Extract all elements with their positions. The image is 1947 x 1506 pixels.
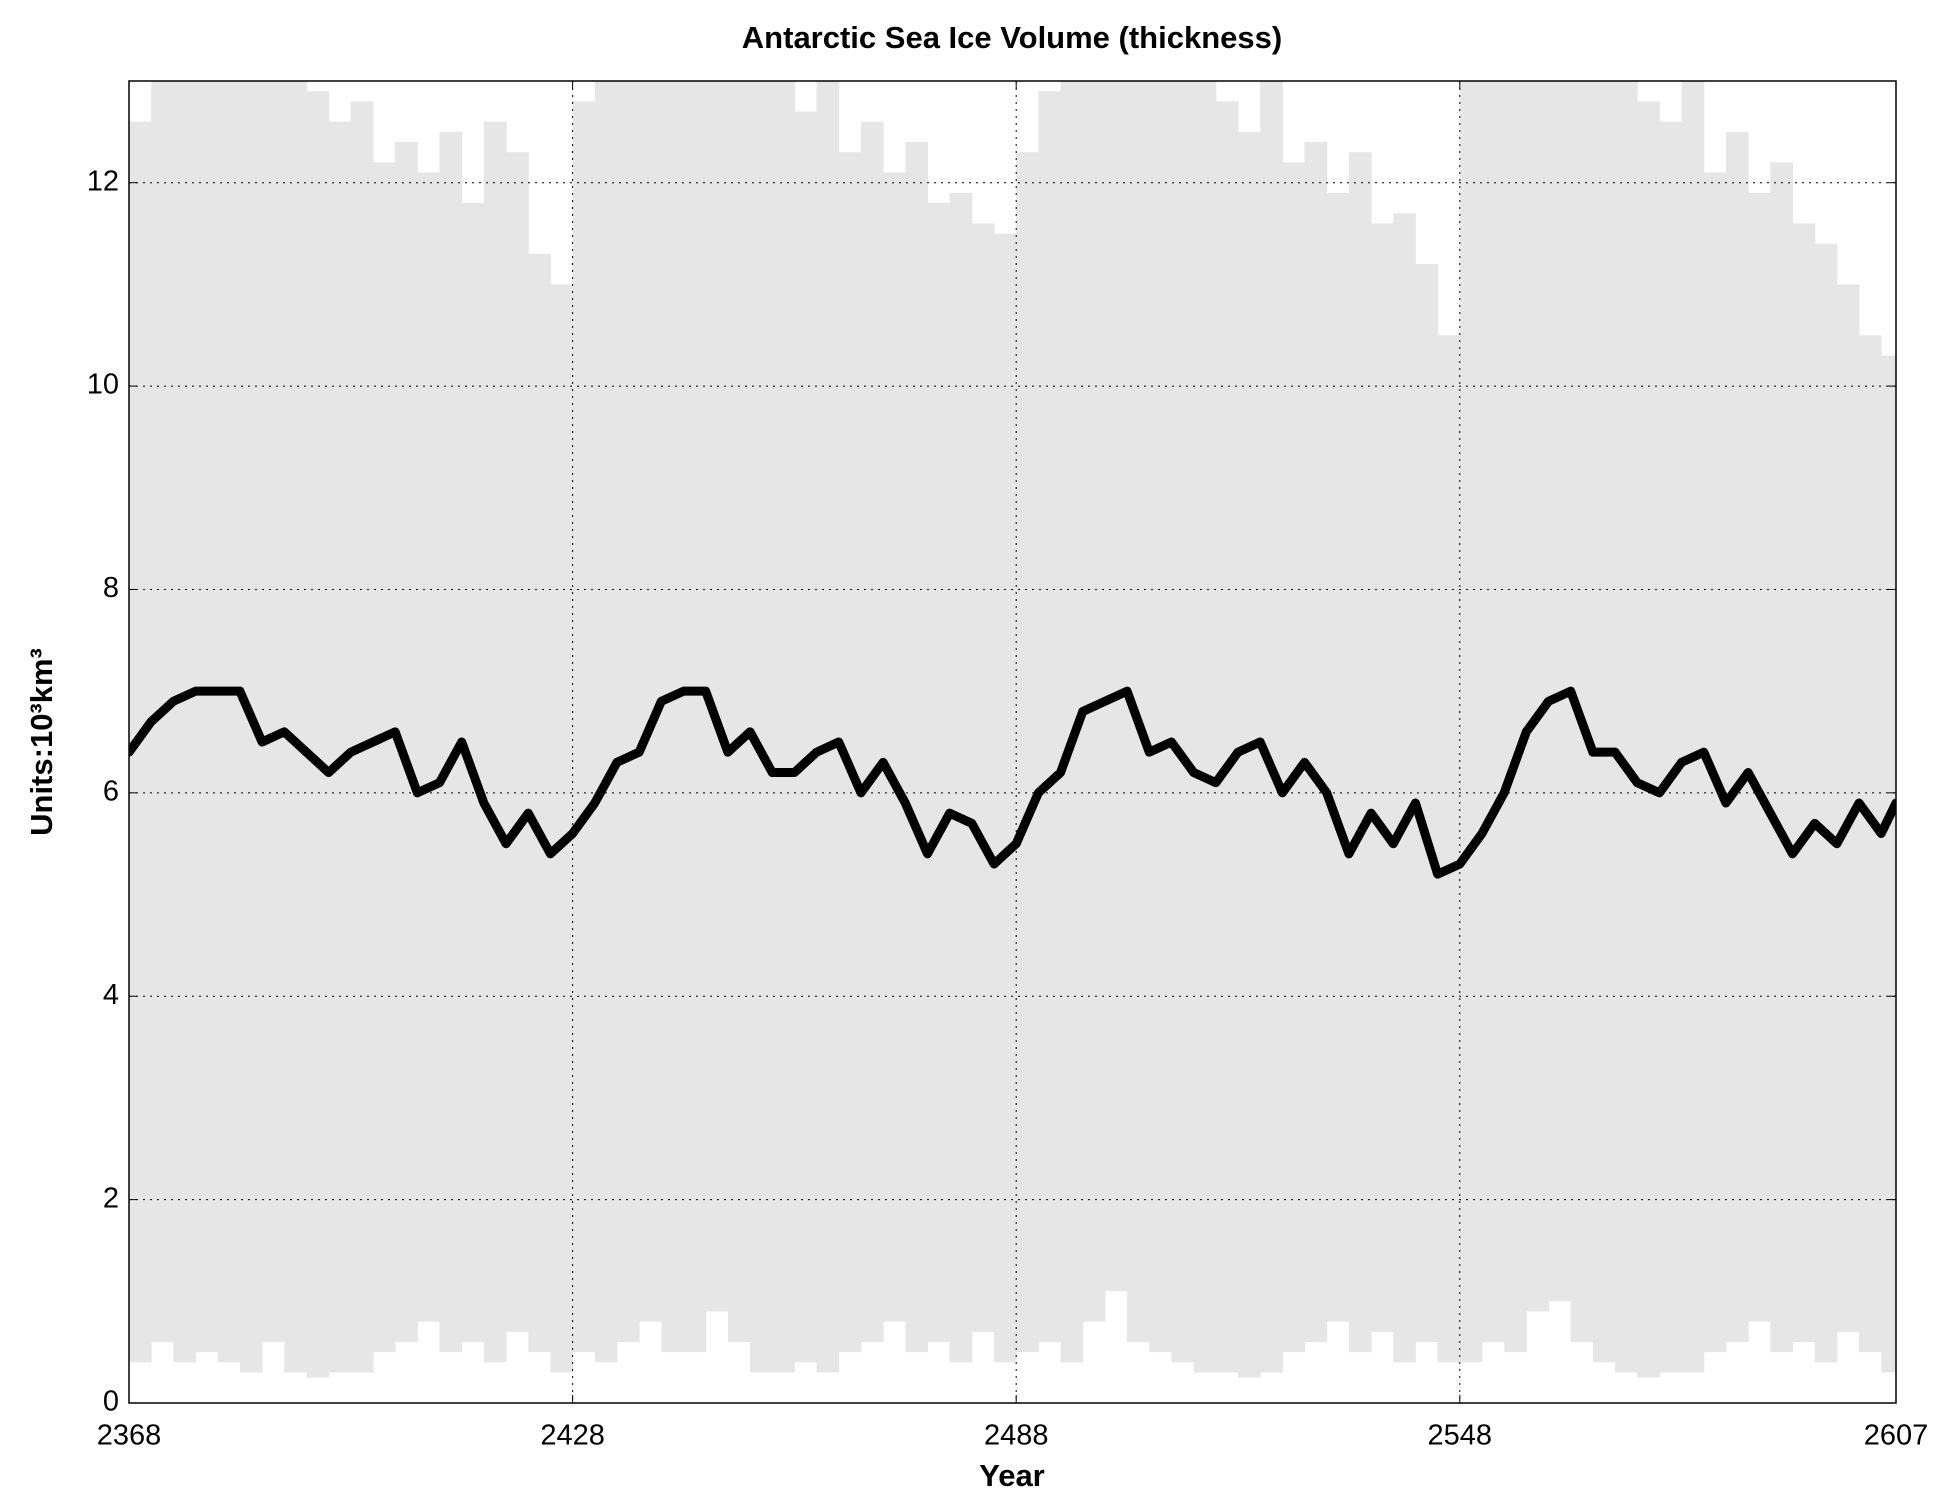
y-tick-label: 12 — [87, 165, 119, 197]
chart-title: Antarctic Sea Ice Volume (thickness) — [742, 20, 1282, 55]
band-bar — [1237, 131, 1261, 1378]
band-bar — [949, 192, 973, 1363]
x-tick-label: 2488 — [984, 1420, 1049, 1452]
band-bar — [572, 101, 596, 1353]
band-bar — [1481, 81, 1505, 1342]
band-bar — [1836, 284, 1860, 1332]
band-bar — [883, 172, 906, 1322]
band-bar — [683, 81, 707, 1353]
band-group — [129, 81, 1896, 1378]
band-bar — [594, 81, 618, 1363]
band-bar — [195, 81, 219, 1353]
band-bar — [1215, 101, 1239, 1373]
band-bar — [1881, 355, 1896, 1373]
band-bar — [1104, 81, 1128, 1292]
y-axis-label: Units:10³km³ — [24, 648, 59, 836]
band-bar — [439, 131, 463, 1353]
band-bar — [1060, 81, 1084, 1363]
band-bar — [727, 81, 751, 1342]
band-bar — [1127, 81, 1150, 1342]
band-bar — [1304, 142, 1328, 1342]
band-bar — [971, 223, 995, 1332]
band-bar — [1038, 91, 1062, 1342]
band-bar — [483, 121, 507, 1363]
band-bar — [1859, 335, 1882, 1353]
y-tick-label: 2 — [103, 1182, 119, 1214]
band-bar — [1637, 101, 1660, 1378]
band-bar — [217, 81, 241, 1363]
band-bar — [1348, 152, 1372, 1353]
band-bar — [1282, 162, 1306, 1353]
band-bar — [838, 152, 862, 1353]
band-bar — [1526, 81, 1550, 1312]
y-tick-label: 6 — [103, 776, 119, 808]
band-bar — [905, 142, 928, 1353]
band-bar — [1415, 264, 1439, 1342]
band-bar — [1570, 81, 1594, 1342]
band-bar — [1260, 81, 1283, 1373]
band-bar — [350, 101, 374, 1373]
band-bar — [528, 253, 551, 1353]
band-bar — [550, 284, 574, 1373]
band-bar — [1814, 243, 1838, 1363]
line-group — [129, 686, 1896, 879]
band-bar — [1681, 81, 1705, 1373]
band-bar — [639, 81, 662, 1322]
band-bar — [661, 81, 684, 1353]
band-bar — [1149, 81, 1172, 1353]
band-bar — [1171, 81, 1195, 1363]
band-bar — [1016, 152, 1039, 1353]
y-tick-label: 10 — [87, 369, 119, 401]
band-bar — [1725, 131, 1749, 1342]
band-bar — [1326, 192, 1350, 1322]
band-bar — [372, 162, 396, 1353]
y-tick-label: 8 — [103, 572, 119, 604]
data-line — [129, 686, 1896, 879]
band-bar — [927, 203, 951, 1342]
band-bar — [1459, 81, 1483, 1363]
band-bar — [772, 81, 795, 1373]
y-tick-label: 0 — [103, 1386, 119, 1418]
band-bar — [1748, 192, 1771, 1322]
x-tick-label: 2548 — [1428, 1420, 1493, 1452]
x-tick-label: 2428 — [540, 1420, 605, 1452]
band-bar — [328, 121, 352, 1373]
band-bar — [1548, 81, 1572, 1302]
band-bar — [1082, 81, 1106, 1322]
band-bar — [1193, 81, 1217, 1373]
band-bar — [860, 121, 884, 1342]
band-bar — [1393, 213, 1416, 1363]
band-bar — [1504, 81, 1527, 1353]
band-bar — [1792, 223, 1816, 1342]
x-axis-label: Year — [979, 1458, 1045, 1493]
band-bar — [1703, 172, 1727, 1353]
band-bar — [1371, 223, 1394, 1332]
y-tick-label: 4 — [103, 979, 119, 1011]
band-bar — [705, 81, 729, 1312]
axes-frame — [128, 80, 1897, 1404]
band-bar — [616, 81, 640, 1342]
band-bar — [1615, 81, 1638, 1373]
band-bar — [395, 142, 418, 1342]
band-bar — [1659, 121, 1683, 1373]
x-tick-label: 2607 — [1864, 1420, 1929, 1452]
band-bar — [994, 233, 1017, 1363]
band-bar — [506, 152, 529, 1332]
band-bar — [794, 111, 818, 1363]
band-bar — [750, 81, 773, 1373]
band-bar — [306, 91, 330, 1378]
band-bar — [1770, 162, 1793, 1353]
band-bar — [173, 81, 197, 1363]
band-bar — [417, 172, 441, 1322]
band-bar — [284, 81, 307, 1373]
band-bar — [262, 81, 285, 1342]
x-tick-label: 2368 — [97, 1420, 162, 1452]
band-bar — [1437, 335, 1461, 1363]
band-bar — [1592, 81, 1616, 1363]
band-bar — [151, 81, 174, 1342]
band-bar — [816, 81, 840, 1373]
